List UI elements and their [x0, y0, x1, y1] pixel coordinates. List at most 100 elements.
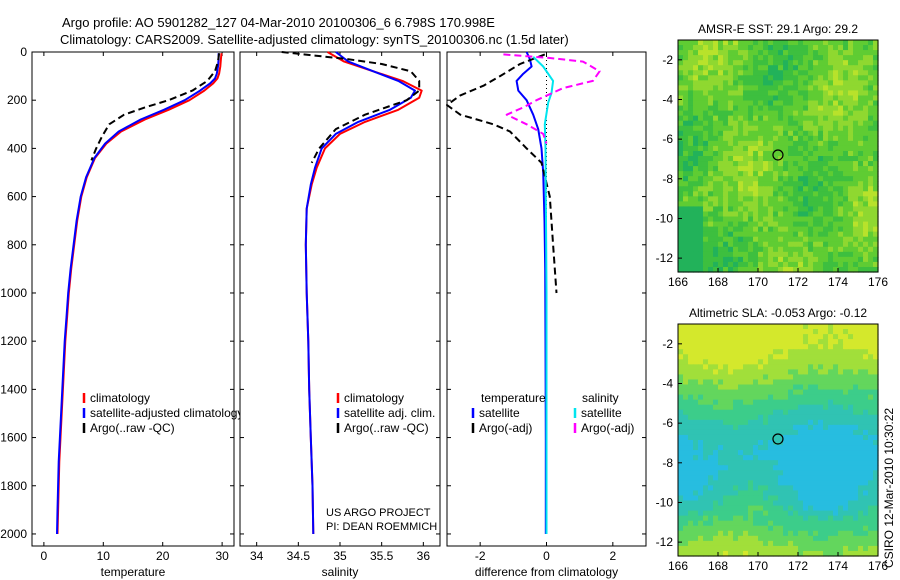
sal-xtick-label: 35.5: [370, 549, 394, 563]
map-cell: [808, 241, 814, 248]
map-xtick-label: 166: [668, 275, 688, 289]
map-cell: [763, 80, 769, 86]
map-cell: [733, 440, 739, 446]
map-cell: [718, 520, 724, 527]
map-cell: [778, 186, 784, 192]
map-cell: [708, 344, 714, 350]
map-cell: [773, 166, 779, 172]
map-cell: [733, 535, 739, 542]
map-cell: [858, 424, 864, 431]
map-cell: [818, 115, 824, 122]
map-cell: [873, 171, 879, 177]
map-cell: [678, 226, 684, 233]
map-cell: [858, 324, 864, 330]
map-cell: [843, 520, 849, 527]
map-cell: [703, 115, 709, 122]
map-cell: [703, 394, 709, 401]
map-cell: [868, 545, 874, 552]
map-cell: [718, 176, 724, 182]
map-cell: [788, 251, 794, 258]
map-cell: [788, 45, 794, 51]
map-cell: [758, 339, 764, 345]
map-cell: [858, 545, 864, 552]
map-cell: [813, 404, 819, 411]
map-cell: [863, 261, 869, 268]
map-cell: [818, 535, 824, 542]
map-cell: [863, 455, 869, 461]
map-cell: [683, 409, 689, 416]
map-cell: [778, 100, 784, 107]
map-cell: [778, 475, 784, 481]
map-cell: [723, 135, 729, 142]
map-cell: [763, 130, 769, 137]
map-cell: [763, 266, 769, 273]
temp-legend-label: climatology: [90, 391, 150, 405]
map-cell: [823, 334, 829, 340]
map-cell: [808, 465, 814, 471]
map-cell: [763, 171, 769, 177]
map-cell: [788, 206, 794, 213]
map-cell: [703, 404, 709, 411]
map-cell: [763, 65, 769, 71]
map-cell: [828, 40, 834, 46]
map-cell: [733, 246, 739, 253]
map-cell: [733, 324, 739, 330]
map-cell: [863, 349, 869, 355]
map-cell: [758, 171, 764, 177]
map-cell: [778, 75, 784, 81]
map-cell: [743, 150, 749, 157]
map-cell: [743, 329, 749, 335]
map-cell: [868, 550, 874, 557]
map-cell: [843, 465, 849, 471]
map-cell: [813, 379, 819, 386]
map-cell: [873, 130, 879, 137]
map-cell: [758, 515, 764, 522]
map-cell: [708, 384, 714, 391]
map-cell: [783, 525, 789, 532]
map-cell: [833, 475, 839, 481]
map-cell: [683, 344, 689, 350]
map-cell: [763, 125, 769, 132]
map-cell: [758, 455, 764, 461]
map-cell: [698, 161, 704, 167]
map-cell: [713, 490, 719, 497]
map-cell: [688, 480, 694, 486]
map-cell: [798, 354, 804, 360]
map-cell: [818, 349, 824, 355]
map-cell: [718, 115, 724, 122]
map-cell: [763, 434, 769, 441]
map-cell: [853, 65, 859, 71]
map-cell: [873, 196, 879, 202]
map-cell: [708, 85, 714, 92]
map-cell: [873, 85, 879, 92]
map-cell: [863, 206, 869, 213]
map-cell: [693, 95, 699, 102]
map-cell: [853, 510, 859, 517]
map-cell: [703, 266, 709, 273]
map-cell: [838, 399, 844, 406]
map-cell: [708, 475, 714, 481]
map-cell: [823, 191, 829, 197]
map-cell: [853, 261, 859, 268]
map-cell: [778, 55, 784, 61]
map-cell: [758, 429, 764, 436]
map-cell: [788, 530, 794, 537]
map-cell: [748, 40, 754, 46]
map-cell: [718, 455, 724, 461]
map-cell: [823, 500, 829, 507]
map-cell: [868, 520, 874, 527]
map-cell: [778, 324, 784, 330]
map-cell: [743, 490, 749, 497]
map-cell: [853, 176, 859, 182]
map-cell: [873, 540, 879, 547]
map-cell: [688, 216, 694, 223]
map-cell: [828, 70, 834, 76]
map-cell: [753, 266, 759, 273]
map-cell: [718, 85, 724, 92]
map-cell: [758, 324, 764, 330]
map-cell: [808, 535, 814, 542]
map-cell: [823, 475, 829, 481]
map-cell: [678, 344, 684, 350]
map-cell: [773, 50, 779, 56]
map-cell: [858, 520, 864, 527]
